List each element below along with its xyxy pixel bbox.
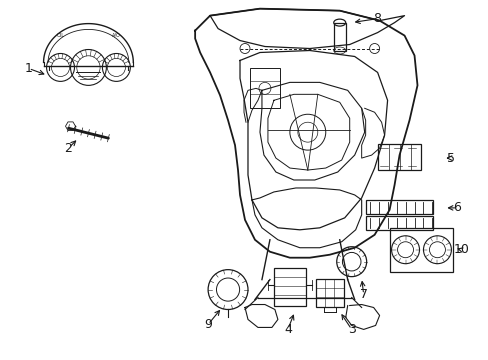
Text: 5: 5 bbox=[447, 152, 454, 165]
Text: 10: 10 bbox=[452, 243, 468, 256]
Bar bbox=[333, 23, 345, 50]
Bar bbox=[377, 144, 421, 170]
Text: 1: 1 bbox=[24, 62, 33, 75]
Bar bbox=[389, 228, 452, 272]
Text: 6: 6 bbox=[452, 201, 460, 215]
Text: 3: 3 bbox=[347, 323, 355, 336]
Bar bbox=[249, 68, 279, 108]
Text: 7: 7 bbox=[359, 288, 367, 301]
Text: OIL: OIL bbox=[57, 32, 64, 37]
Text: 2: 2 bbox=[64, 141, 72, 155]
Bar bbox=[365, 216, 432, 230]
Text: A/O: A/O bbox=[112, 32, 121, 37]
Bar bbox=[365, 200, 432, 214]
Text: 4: 4 bbox=[284, 323, 291, 336]
Bar bbox=[315, 279, 343, 306]
Text: 9: 9 bbox=[204, 318, 212, 331]
Text: 8: 8 bbox=[373, 12, 381, 25]
Bar bbox=[273, 268, 305, 306]
